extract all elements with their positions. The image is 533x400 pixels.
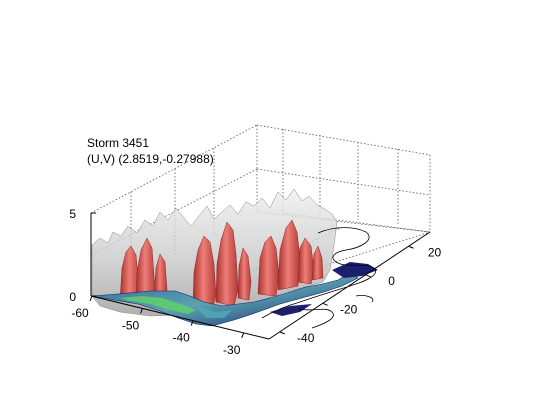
inner-isosurface-column xyxy=(257,235,280,297)
floor-contour xyxy=(355,295,374,303)
tick-label: -30 xyxy=(223,343,241,357)
base-slice-low xyxy=(332,262,378,278)
x-axis-line xyxy=(90,295,270,340)
chart-title: Storm 3451 xyxy=(87,136,150,150)
floor-contour xyxy=(297,308,334,329)
tick-mark xyxy=(241,332,245,339)
tick-label: 20 xyxy=(428,245,442,259)
tick-label: -50 xyxy=(122,318,140,332)
base-slice-low xyxy=(270,304,312,316)
y-axis-line xyxy=(268,231,431,340)
inner-isosurface-column xyxy=(215,221,239,307)
inner-isosurface-column xyxy=(237,247,252,301)
base-slice-mid xyxy=(196,306,232,318)
tick-label: 5 xyxy=(69,207,76,221)
tick-label: -60 xyxy=(71,306,89,320)
tick-mark xyxy=(89,295,93,302)
tick-label: -40 xyxy=(297,331,315,345)
z-axis-ticks: 05 xyxy=(69,207,96,304)
chart-subtitle: (U,V) (2.8519,-0.27988) xyxy=(87,152,214,166)
tick-label: -40 xyxy=(172,331,190,345)
tick-label: 0 xyxy=(69,290,76,304)
base-slice-high xyxy=(120,296,196,314)
inner-isosurface-column xyxy=(297,237,315,285)
tick-label: 0 xyxy=(388,274,395,288)
axes xyxy=(90,213,431,340)
tick-mark xyxy=(365,274,371,278)
tick-mark xyxy=(190,320,194,326)
tick-mark xyxy=(140,308,144,314)
inner-isosurface-column xyxy=(311,245,324,281)
tick-label: -20 xyxy=(340,302,358,316)
floor-contours xyxy=(261,227,376,329)
tick-mark xyxy=(408,245,414,249)
y-axis-ticks: -40 -20 0 20 xyxy=(279,245,442,345)
floor-contour xyxy=(261,227,376,319)
x-axis-ticks: -60 -50 -40 -30 xyxy=(71,295,245,357)
tick-mark xyxy=(279,331,285,335)
tick-mark xyxy=(322,302,328,306)
